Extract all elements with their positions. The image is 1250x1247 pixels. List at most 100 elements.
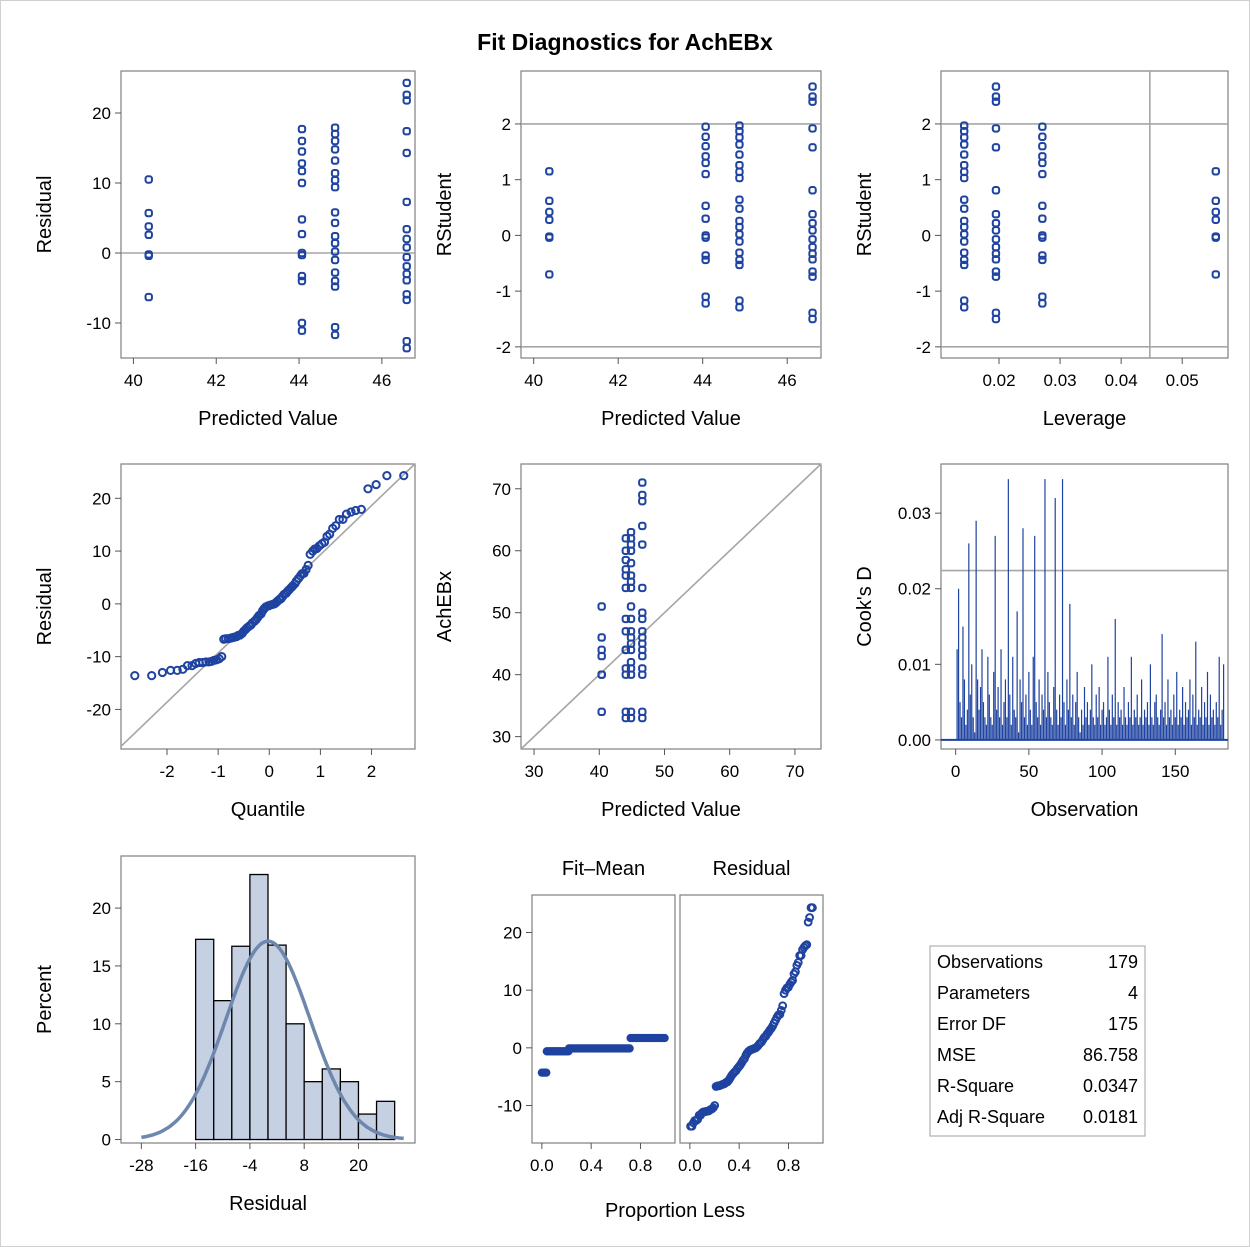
data-point [991, 267, 1001, 276]
data-point [297, 276, 307, 286]
data-point [144, 208, 153, 218]
data-point [735, 260, 744, 270]
y-tick-label: 0 [502, 226, 511, 245]
data-point [402, 96, 411, 105]
x-axis-label: Leverage [1043, 408, 1126, 430]
y-tick-label: 70 [492, 480, 511, 499]
data-point [144, 292, 153, 302]
data-point [172, 665, 182, 675]
data-point [960, 255, 969, 265]
data-point [808, 143, 817, 152]
data-point [808, 255, 817, 264]
x-tick-label: 1 [316, 762, 325, 781]
rstudent-vs-pred-plot-area [520, 70, 822, 359]
data-point [330, 208, 340, 217]
x-tick-label: 44 [693, 371, 712, 390]
data-point [1038, 233, 1047, 242]
data-point [330, 268, 340, 277]
data-point [960, 237, 969, 246]
y-tick-label: 20 [92, 104, 111, 123]
stat-value: 179 [1108, 952, 1138, 972]
data-point [545, 215, 554, 224]
data-point [808, 314, 817, 324]
x-axis-label: Residual [229, 1193, 307, 1215]
data-point [144, 251, 153, 261]
normal-density-curve [141, 939, 404, 1141]
data-point [356, 504, 366, 514]
data-point [330, 239, 340, 248]
data-point [597, 602, 606, 611]
data-point [330, 218, 340, 228]
data-point [701, 122, 710, 131]
data-point [330, 183, 340, 192]
x-tick-label: 60 [720, 762, 739, 781]
data-point [625, 1044, 634, 1053]
data-point [626, 614, 636, 624]
data-point [621, 713, 631, 723]
x-tick-label: 50 [655, 762, 674, 781]
data-point [330, 136, 340, 146]
y-tick-label: 5 [102, 1073, 111, 1092]
data-point [382, 471, 392, 481]
data-point [621, 614, 631, 624]
y-axis-label: RStudent [854, 172, 876, 256]
y-tick-label: 0.02 [898, 580, 931, 599]
y-axis-label: Residual [34, 568, 56, 646]
y-tick-label: 10 [92, 1015, 111, 1034]
data-point [297, 318, 307, 328]
y-tick-label: -10 [86, 314, 111, 333]
data-point [1038, 299, 1047, 308]
panel-title: Fit–Mean [562, 858, 645, 880]
x-axis-label: Predicted Value [601, 799, 741, 821]
data-point [638, 583, 647, 593]
y-tick-label: 40 [492, 666, 511, 685]
data-point [710, 1101, 720, 1110]
data-point [991, 235, 1001, 244]
data-point [297, 271, 307, 281]
y-tick-label: 10 [92, 542, 111, 561]
data-point [626, 670, 636, 679]
data-point [341, 509, 352, 519]
data-point [217, 652, 227, 662]
data-point [1038, 158, 1047, 168]
stat-value: 0.0347 [1083, 1076, 1138, 1096]
histogram-bar [375, 1100, 396, 1141]
data-point [545, 207, 554, 217]
data-point [626, 602, 636, 611]
data-point [808, 903, 817, 913]
data-point [735, 195, 744, 204]
data-point [1038, 251, 1047, 260]
data-point [803, 917, 813, 927]
x-tick-label: 42 [207, 371, 226, 390]
data-point [735, 173, 744, 183]
data-point [808, 235, 817, 244]
data-point [701, 251, 710, 260]
data-point [626, 583, 636, 593]
data-point [402, 148, 411, 158]
data-point [1211, 270, 1220, 279]
data-point [778, 1001, 788, 1011]
y-tick-label: 20 [92, 899, 111, 918]
data-point [991, 314, 1001, 324]
data-point [545, 270, 554, 279]
data-point [402, 197, 411, 207]
data-point [735, 204, 744, 213]
data-point [363, 484, 373, 494]
data-point [638, 670, 647, 679]
data-point [147, 671, 157, 681]
data-point [303, 560, 313, 570]
x-tick-label: 0.0 [678, 1156, 702, 1175]
data-point [808, 186, 817, 195]
data-point [1038, 132, 1047, 141]
x-tick-label: 20 [349, 1156, 368, 1175]
histogram-bar [267, 944, 287, 1141]
data-point [701, 233, 710, 242]
data-point [991, 255, 1001, 264]
y-tick-label: 30 [492, 728, 511, 747]
data-point [297, 166, 307, 176]
data-point [330, 247, 340, 256]
x-tick-label: 0.05 [1166, 371, 1199, 390]
y-tick-label: 10 [503, 981, 522, 1000]
panel-rf-fit-mean: -10 0 10 20 0.0 0.4 0.8 Fit–Mean [497, 858, 676, 1175]
